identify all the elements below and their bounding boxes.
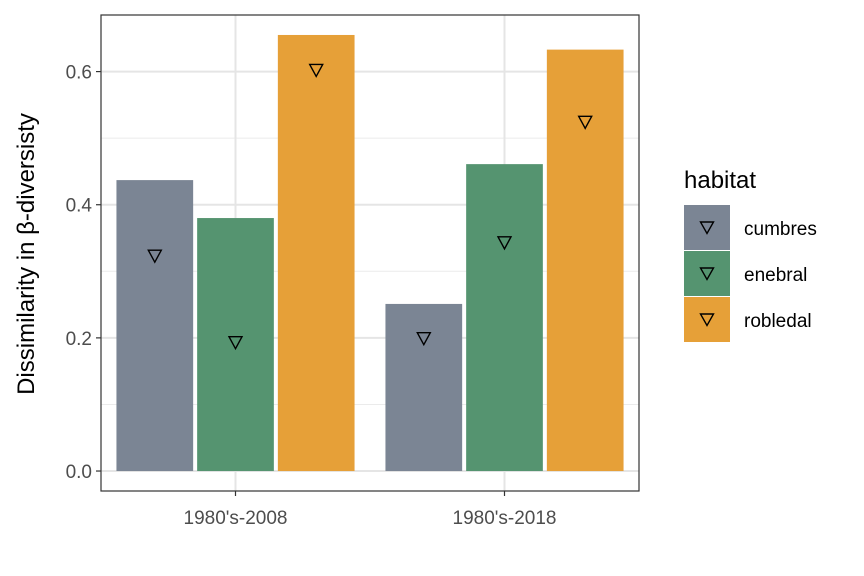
marker-triangle-icon: [227, 336, 244, 351]
markers: [147, 63, 593, 351]
legend-label-cumbres: cumbres: [744, 219, 817, 240]
bars: [116, 34, 624, 472]
legend-triangle-icon: [699, 313, 715, 327]
legend-label-robledal: robledal: [744, 311, 812, 332]
legend-key-cumbres: [684, 205, 730, 250]
marker-triangle-icon: [147, 249, 163, 264]
bar-robledal: [546, 49, 624, 472]
bar-robledal: [277, 34, 355, 472]
axes: 0.0 0.2 0.4 0.6 1980's-2008 1980's-2018: [66, 63, 557, 529]
marker-triangle-icon: [308, 63, 324, 78]
y-tick-label: 0.4: [66, 196, 93, 217]
y-tick-label: 0.6: [66, 63, 92, 84]
marker-triangle-icon: [577, 115, 593, 130]
y-axis-title: Dissimilarity in β-diversisty: [13, 113, 40, 395]
legend-label-enebral: enebral: [744, 265, 807, 286]
marker-triangle-icon: [496, 236, 513, 251]
legend-key-robledal: [684, 297, 730, 342]
legend: habitat cumbres enebral robledal: [684, 167, 817, 342]
x-tick-label: 1980's-2008: [184, 508, 288, 529]
legend-title: habitat: [684, 167, 756, 194]
y-tick-label: 0.2: [66, 329, 92, 350]
legend-triangle-icon: [699, 267, 715, 281]
legend-key-enebral: [684, 251, 730, 296]
y-tick-label: 0.0: [66, 462, 92, 483]
bar-cumbres: [116, 180, 194, 472]
bar-cumbres: [385, 303, 463, 472]
x-tick-label: 1980's-2018: [453, 508, 557, 529]
legend-triangle-icon: [699, 221, 715, 235]
plot-panel-border: [100, 14, 640, 492]
marker-triangle-icon: [416, 332, 432, 347]
bar-enebral: [466, 164, 543, 472]
bar-enebral: [197, 218, 274, 472]
